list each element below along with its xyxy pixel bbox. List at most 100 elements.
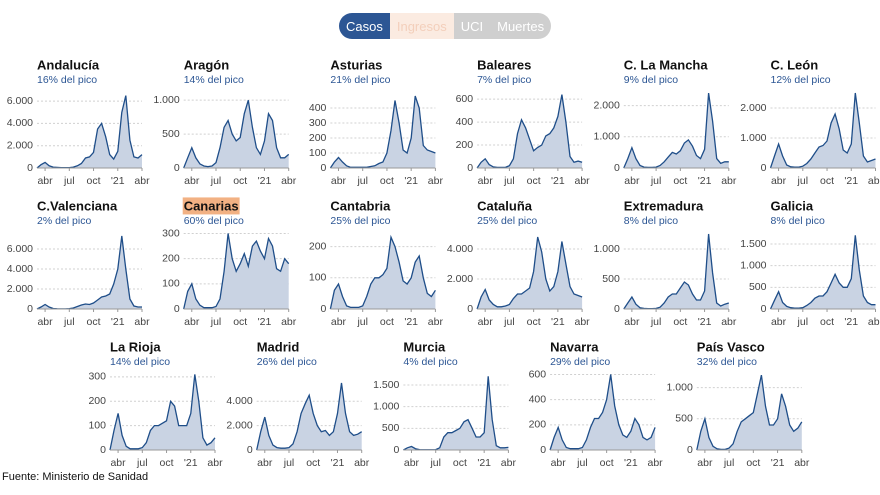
area — [550, 374, 656, 450]
x-tick-label: abr — [428, 316, 444, 328]
area — [330, 237, 436, 309]
chart-title: Galicia — [771, 198, 814, 213]
chart-subtitle: 21% del pico — [330, 74, 390, 86]
x-tick-label: '21 — [477, 457, 491, 469]
x-tick-label: oct — [233, 316, 247, 328]
y-tick-label: 1.000 — [594, 131, 620, 143]
y-tick-label: 300 — [162, 227, 180, 239]
y-tick-label: 400 — [529, 393, 547, 405]
x-tick-label: jul — [63, 316, 75, 328]
x-tick-label: jul — [723, 457, 735, 469]
y-tick-label: 100 — [309, 147, 327, 159]
x-tick-label: oct — [673, 175, 687, 187]
x-tick-label: '21 — [404, 175, 418, 187]
y-tick-label: 2.000 — [7, 283, 33, 295]
y-tick-label: 600 — [456, 93, 474, 105]
line — [623, 93, 729, 169]
line — [623, 233, 729, 310]
x-tick-label: jul — [356, 175, 368, 187]
area — [37, 95, 142, 168]
x-tick-label: abr — [478, 316, 494, 328]
chart-title: Asturias — [330, 57, 382, 72]
y-tick-label: 2.000 — [594, 99, 620, 111]
y-tick-label: 0 — [27, 303, 33, 315]
y-tick-label: 0 — [540, 444, 546, 456]
area — [477, 237, 583, 309]
chart-title: C. La Mancha — [624, 57, 709, 72]
y-tick-label: 1.500 — [740, 238, 766, 250]
x-tick-label: abr — [404, 457, 420, 469]
x-tick-label: '21 — [844, 175, 858, 187]
y-tick-label: 4.000 — [7, 263, 33, 275]
area — [477, 94, 583, 168]
tab[interactable]: UCI — [453, 13, 491, 39]
x-tick-label: '21 — [844, 316, 858, 328]
area — [403, 376, 509, 450]
x-tick-label: '21 — [331, 457, 345, 469]
area — [110, 374, 215, 450]
y-tick-label: 200 — [309, 240, 327, 252]
x-tick-label: abr — [868, 316, 880, 328]
chart-subtitle: 8% del pico — [771, 215, 825, 227]
x-tick-label: '21 — [624, 457, 638, 469]
line — [256, 382, 363, 451]
chart-subtitle: 25% del pico — [330, 215, 390, 227]
x-tick-label: abr — [771, 316, 787, 328]
tab[interactable]: Casos — [339, 13, 390, 39]
x-tick-label: '21 — [258, 175, 272, 187]
x-tick-label: '21 — [771, 457, 785, 469]
chart-subtitle: 25% del pico — [477, 215, 537, 227]
x-tick-label: oct — [380, 175, 394, 187]
y-tick-label: 400 — [456, 116, 474, 128]
y-tick-label: 0 — [467, 303, 473, 315]
area — [696, 375, 802, 450]
y-tick-label: 0 — [247, 444, 253, 456]
line — [476, 236, 583, 310]
chart-title: C.Valenciana — [37, 198, 118, 213]
area — [37, 236, 142, 309]
y-tick-label: 0 — [614, 303, 620, 315]
chart-subtitle: 4% del pico — [403, 356, 457, 368]
chart-title: C. León — [771, 57, 819, 72]
x-tick-label: abr — [794, 457, 810, 469]
x-tick-label: oct — [600, 457, 614, 469]
y-tick-label: 0 — [394, 444, 400, 456]
x-tick-label: abr — [134, 175, 150, 187]
y-tick-label: 0 — [321, 303, 327, 315]
x-tick-label: jul — [576, 457, 588, 469]
y-tick-label: 0 — [614, 162, 620, 174]
y-tick-label: 6.000 — [7, 95, 33, 107]
x-tick-label: abr — [721, 175, 737, 187]
chart-subtitle: 9% del pico — [624, 74, 678, 86]
y-tick-label: 200 — [88, 395, 106, 407]
area — [770, 235, 876, 309]
line — [476, 94, 583, 169]
x-tick-label: abr — [624, 175, 640, 187]
y-tick-label: 500 — [749, 281, 767, 293]
x-tick-label: '21 — [551, 316, 565, 328]
x-tick-label: jul — [63, 175, 75, 187]
tab[interactable]: Muertes — [490, 13, 552, 39]
x-tick-label: jul — [210, 316, 222, 328]
y-tick-label: 0 — [467, 162, 473, 174]
chart-title: Canarias — [184, 198, 239, 213]
chart-subtitle: 14% del pico — [184, 74, 244, 86]
chart-title: Madrid — [257, 339, 300, 354]
x-tick-label: jul — [650, 175, 662, 187]
y-tick-label: 2.000 — [740, 102, 766, 114]
y-tick-label: 4.000 — [447, 243, 473, 255]
area — [183, 100, 289, 168]
x-tick-label: abr — [501, 457, 517, 469]
tab[interactable]: Ingresos — [389, 13, 454, 39]
x-tick-label: abr — [257, 457, 273, 469]
y-tick-label: 1.500 — [373, 379, 399, 391]
x-tick-label: abr — [551, 457, 567, 469]
chart-title: Cantabria — [330, 198, 391, 213]
x-tick-label: jul — [283, 457, 295, 469]
